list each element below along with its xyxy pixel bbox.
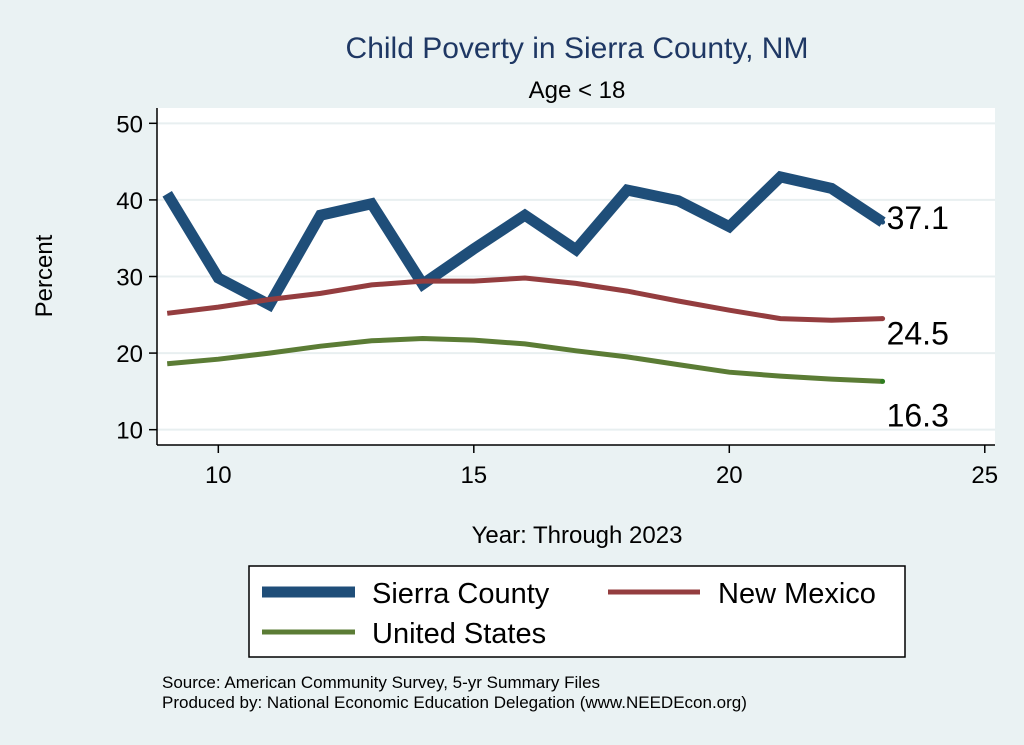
x-tick-label: 10 bbox=[205, 462, 232, 489]
y-axis-label: Percent bbox=[31, 234, 58, 317]
y-tick-label: 30 bbox=[116, 265, 143, 292]
y-tick-label: 10 bbox=[116, 418, 143, 445]
x-tick-label: 20 bbox=[716, 462, 743, 489]
legend-label-new-mexico: New Mexico bbox=[718, 578, 876, 610]
y-tick-label: 20 bbox=[116, 341, 143, 368]
y-tick-label: 40 bbox=[116, 188, 143, 215]
end-point-united-states bbox=[880, 378, 886, 384]
x-axis-label: Year: Through 2023 bbox=[472, 522, 683, 549]
chart-subtitle: Age < 18 bbox=[529, 77, 626, 104]
chart-title: Child Poverty in Sierra County, NM bbox=[346, 32, 809, 65]
legend-label-sierra-county: Sierra County bbox=[372, 578, 550, 610]
legend-label-united-states: United States bbox=[372, 618, 546, 650]
end-label-new-mexico: 24.5 bbox=[887, 316, 949, 352]
source-note: Source: American Community Survey, 5-yr … bbox=[162, 673, 600, 692]
series-line-sierra-county bbox=[162, 170, 886, 313]
end-point-sierra-county bbox=[880, 219, 886, 225]
x-tick-label: 15 bbox=[460, 462, 487, 489]
x-tick-label: 25 bbox=[971, 462, 998, 489]
y-tick-label: 50 bbox=[116, 111, 143, 138]
legend: Sierra County New Mexico United States bbox=[248, 565, 906, 658]
legend-box bbox=[248, 565, 906, 658]
producer-note: Produced by: National Economic Education… bbox=[162, 693, 747, 712]
end-label-united-states: 16.3 bbox=[887, 397, 949, 433]
series-line-new-mexico bbox=[166, 275, 883, 323]
series-line-united-states bbox=[166, 335, 883, 384]
end-point-new-mexico bbox=[880, 316, 886, 322]
end-label-sierra-county: 37.1 bbox=[887, 200, 949, 236]
